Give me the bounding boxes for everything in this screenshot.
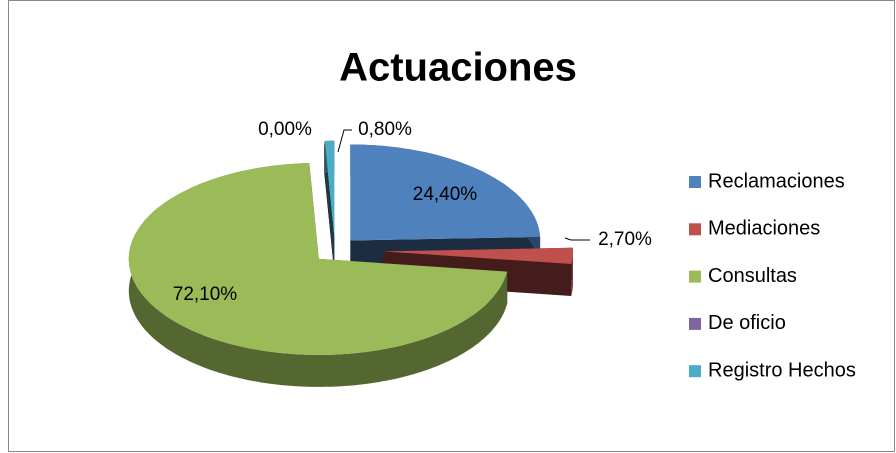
data-label: 2,70% — [598, 229, 652, 250]
legend-swatch — [689, 365, 701, 378]
slice — [382, 247, 573, 264]
legend-swatch — [689, 176, 701, 188]
legend-label: Reclamaciones — [708, 170, 845, 192]
leader-line — [337, 129, 352, 153]
data-label: 24,40% — [413, 184, 478, 205]
legend-label: Consultas — [708, 265, 797, 287]
legend-label: De oficio — [708, 312, 786, 334]
data-label: 0,80% — [358, 119, 412, 140]
legend-swatch — [689, 270, 701, 283]
slice — [324, 140, 335, 237]
legend-swatch — [689, 317, 701, 330]
data-label: 0,00% — [258, 119, 312, 140]
slice — [350, 144, 541, 241]
slice — [128, 163, 508, 355]
slice-side — [571, 247, 573, 296]
legend-label: Mediaciones — [708, 218, 820, 240]
data-label: 72,10% — [173, 284, 238, 305]
legend-label: Registro Hechos — [708, 359, 856, 381]
chart-title: Actuaciones — [339, 46, 577, 90]
legend-swatch — [689, 223, 701, 236]
leader-line — [564, 237, 590, 241]
